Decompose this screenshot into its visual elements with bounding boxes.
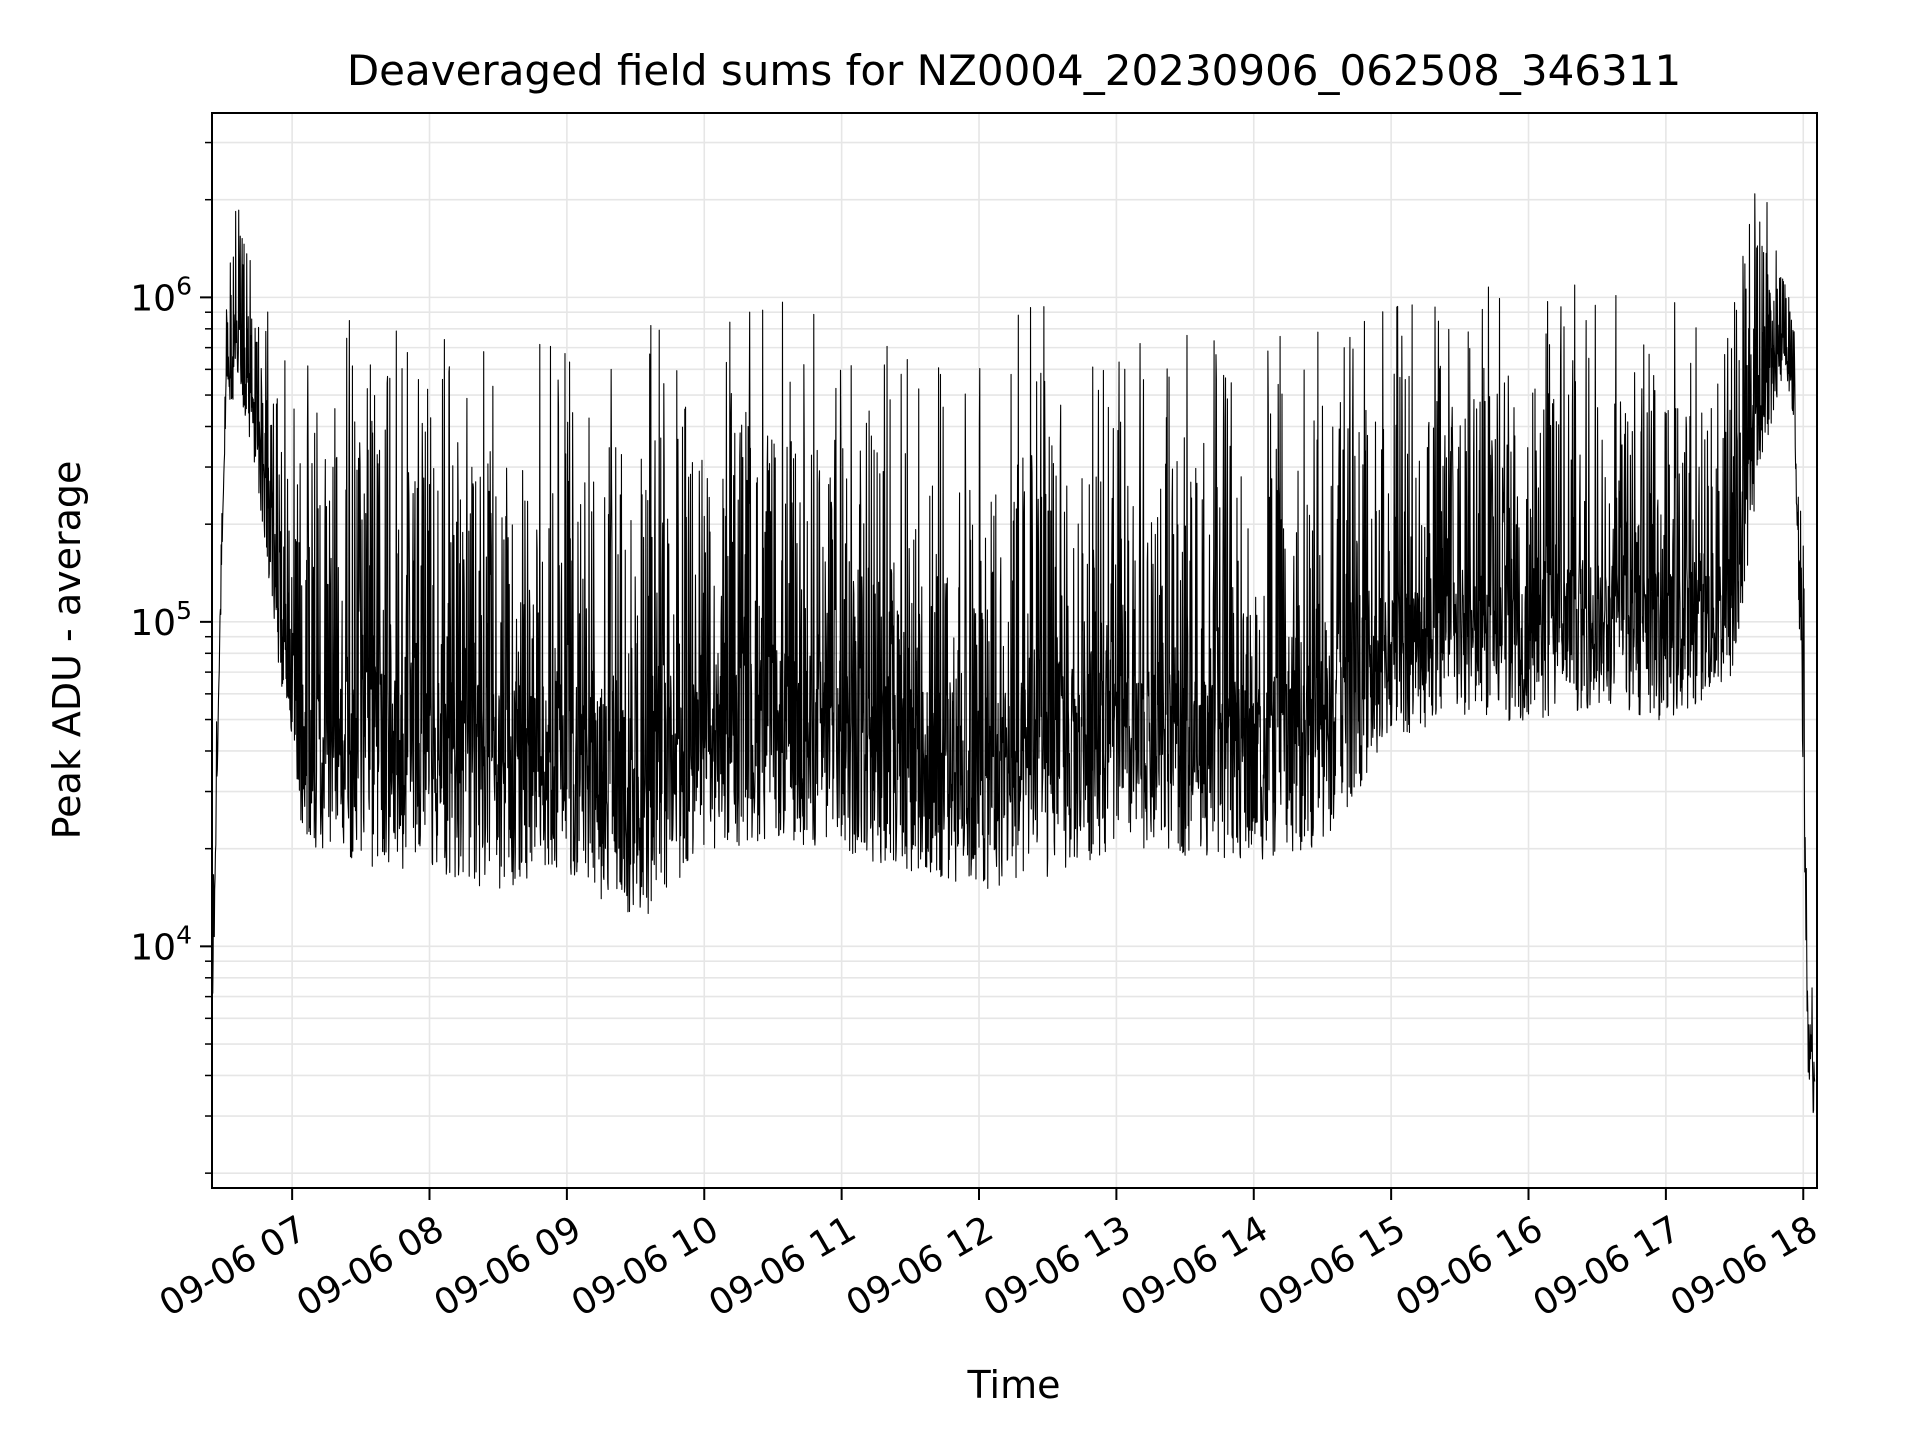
chart-title: Deaveraged field sums for NZ0004_2023090… (347, 46, 1681, 95)
y-axis-label: Peak ADU - average (45, 461, 89, 840)
axes-frame (211, 112, 1818, 1189)
axis-ticks (200, 141, 1805, 1200)
y-tick-label: 106 (130, 271, 192, 319)
series-line (211, 193, 1816, 1114)
series-polyline (211, 193, 1816, 1114)
y-tick-label: 104 (130, 920, 192, 968)
y-tick-label: 105 (130, 596, 192, 644)
x-axis-label: Time (967, 1363, 1061, 1407)
